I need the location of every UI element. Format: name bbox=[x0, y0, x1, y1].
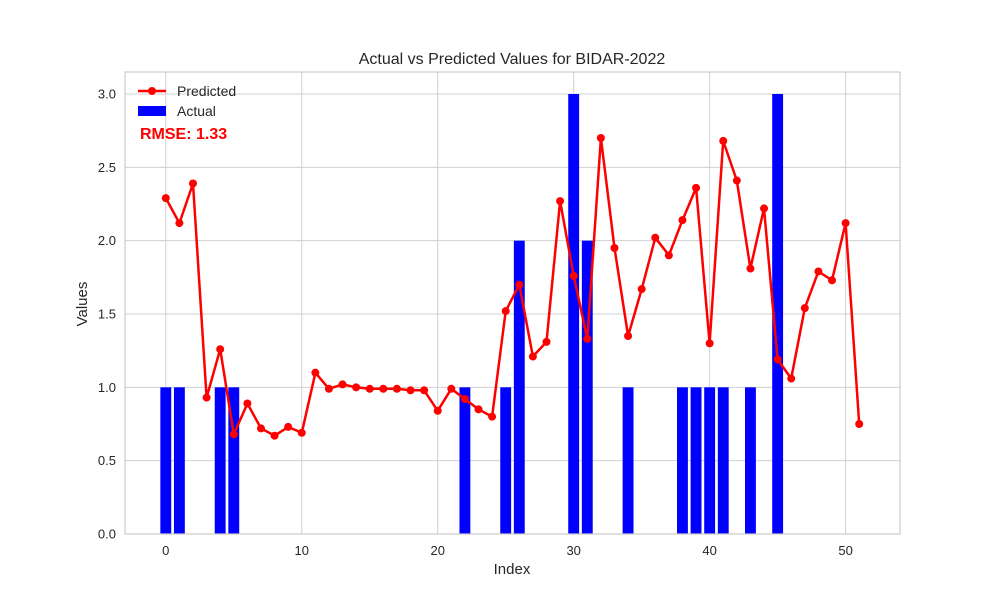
actual-bar bbox=[500, 387, 512, 534]
chart-title: Actual vs Predicted Values for BIDAR-202… bbox=[359, 51, 666, 68]
predicted-point bbox=[365, 384, 374, 393]
plot-border bbox=[124, 71, 901, 535]
predicted-point bbox=[229, 430, 238, 439]
predicted-point bbox=[270, 431, 279, 440]
predicted-point bbox=[256, 424, 265, 433]
actual-bar bbox=[581, 240, 593, 534]
y-tick-label: 0.5 bbox=[98, 453, 116, 468]
predicted-point bbox=[855, 420, 864, 428]
predicted-point bbox=[447, 384, 456, 393]
predicted-point bbox=[610, 244, 619, 252]
actual-bar bbox=[459, 387, 471, 534]
predicted-point bbox=[324, 384, 333, 393]
predicted-point bbox=[678, 216, 687, 225]
predicted-point bbox=[488, 412, 497, 421]
predicted-point bbox=[433, 406, 442, 415]
x-tick-label: 0 bbox=[162, 543, 169, 558]
predicted-point bbox=[542, 337, 551, 346]
x-axis-label: Index bbox=[494, 561, 531, 578]
predicted-point bbox=[828, 276, 837, 285]
y-axis-label: Values bbox=[74, 282, 91, 327]
predicted-point bbox=[773, 355, 782, 364]
legend-predicted-marker bbox=[148, 87, 156, 95]
grid bbox=[125, 72, 900, 535]
actual-bar bbox=[704, 387, 716, 534]
predicted-point bbox=[188, 179, 197, 188]
actual-bar bbox=[745, 387, 756, 534]
predicted-point bbox=[161, 194, 170, 203]
predicted-point bbox=[569, 271, 578, 280]
legend-actual-swatch bbox=[138, 106, 166, 116]
predicted-series-line bbox=[164, 136, 861, 437]
plot-frame bbox=[124, 71, 901, 535]
predicted-point bbox=[624, 332, 633, 340]
predicted-point bbox=[664, 251, 673, 260]
legend-actual-label: Actual bbox=[177, 103, 216, 119]
actual-bar bbox=[160, 387, 172, 534]
predicted-point bbox=[392, 384, 401, 393]
predicted-point bbox=[175, 219, 184, 228]
y-tick-label: 1.5 bbox=[98, 307, 116, 322]
actual-bar bbox=[772, 94, 784, 534]
predicted-point bbox=[596, 134, 605, 142]
predicted-line bbox=[161, 134, 864, 440]
x-tick-label: 40 bbox=[702, 543, 716, 558]
y-tick-label: 2.0 bbox=[98, 233, 116, 248]
predicted-point bbox=[202, 393, 211, 402]
actual-bars bbox=[160, 94, 784, 534]
x-tick-label: 20 bbox=[430, 543, 444, 558]
y-tick-label: 0.0 bbox=[98, 527, 116, 542]
predicted-point bbox=[651, 233, 660, 242]
predicted-point bbox=[841, 219, 850, 228]
predicted-point bbox=[637, 285, 646, 294]
actual-bar bbox=[717, 387, 729, 534]
y-tick-label: 2.5 bbox=[98, 160, 116, 175]
predicted-point bbox=[760, 204, 769, 213]
actual-bar bbox=[622, 387, 634, 534]
predicted-point bbox=[284, 422, 293, 431]
predicted-point bbox=[705, 339, 714, 348]
actual-bar bbox=[228, 387, 240, 534]
x-tick-labels: 0 10 20 30 40 50 bbox=[162, 543, 853, 558]
predicted-point bbox=[800, 304, 809, 313]
predicted-point bbox=[338, 380, 347, 389]
predicted-point bbox=[406, 386, 415, 395]
rmse-annotation: RMSE: 1.33 bbox=[140, 126, 227, 143]
legend-predicted-label: Predicted bbox=[177, 83, 236, 99]
y-tick-label: 1.0 bbox=[98, 380, 116, 395]
predicted-point bbox=[420, 386, 429, 395]
predicted-point bbox=[814, 267, 823, 276]
predicted-point bbox=[556, 197, 565, 206]
actual-bar bbox=[568, 94, 580, 534]
predicted-point bbox=[732, 176, 741, 185]
predicted-point bbox=[243, 399, 252, 408]
predicted-point bbox=[474, 405, 483, 414]
y-tick-labels: 0.0 0.5 1.0 1.5 2.0 2.5 3.0 bbox=[98, 87, 116, 542]
predicted-point bbox=[311, 368, 320, 377]
predicted-point bbox=[460, 395, 469, 404]
x-tick-label: 50 bbox=[838, 543, 852, 558]
actual-bar bbox=[214, 387, 226, 534]
x-tick-label: 10 bbox=[295, 543, 309, 558]
predicted-point bbox=[787, 374, 796, 383]
y-tick-label: 3.0 bbox=[98, 87, 116, 102]
predicted-point bbox=[379, 384, 388, 393]
actual-bar bbox=[690, 387, 702, 534]
actual-bar bbox=[173, 387, 185, 534]
predicted-point bbox=[528, 352, 537, 361]
predicted-point bbox=[297, 428, 306, 437]
predicted-point bbox=[352, 383, 361, 392]
legend: Predicted Actual bbox=[138, 83, 236, 119]
predicted-point bbox=[719, 136, 728, 145]
predicted-point bbox=[501, 307, 510, 316]
predicted-point bbox=[692, 183, 701, 192]
actual-bar bbox=[513, 240, 525, 534]
predicted-point bbox=[583, 334, 592, 343]
predicted-point bbox=[515, 280, 524, 289]
predicted-point bbox=[746, 264, 755, 273]
predicted-point bbox=[216, 345, 225, 354]
x-tick-label: 30 bbox=[566, 543, 580, 558]
actual-bar bbox=[677, 387, 688, 534]
